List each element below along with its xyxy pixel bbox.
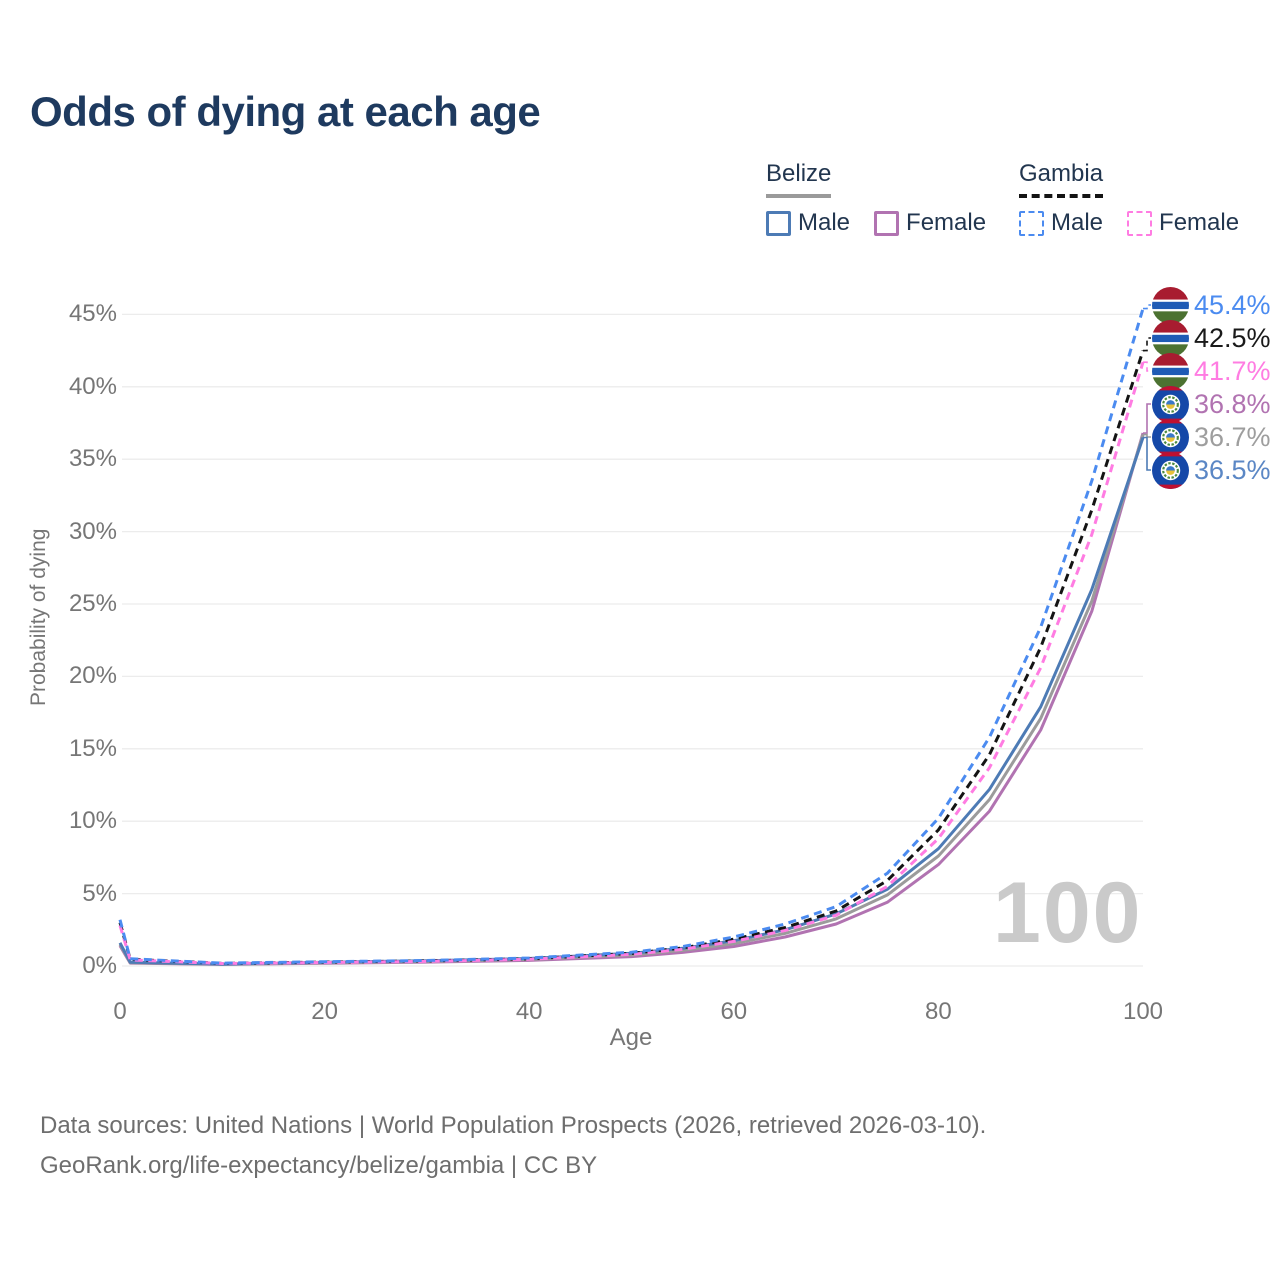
legend-country-belize[interactable]: Belize [766,160,832,198]
end-label-connector [1143,337,1151,352]
belize-flag-icon [1152,451,1189,489]
gambia-flag-icon [1152,286,1189,324]
series-belize_male[interactable] [118,437,1145,966]
attribution-line: GeoRank.org/life-expectancy/belize/gambi… [40,1152,598,1179]
gambia-flag-icon [1152,352,1189,390]
data-source-line: Data sources: United Nations | World Pop… [40,1112,987,1139]
end-label-row-belize_female: 36.8% [1152,385,1271,423]
end-value-label: 45.4% [1194,289,1271,320]
legend-item-label: Male [798,209,851,236]
gambia-flag-icon [1152,319,1189,357]
y-axis-title: Probability of dying [27,528,50,706]
end-value-label: 36.7% [1194,421,1271,452]
end-value-label: 36.5% [1194,454,1271,485]
end-label-row-belize_all: 36.7% [1152,418,1271,456]
x-tick-label: 40 [515,998,543,1025]
x-tick-label: 100 [1122,998,1164,1025]
legend-items-gambia: Male Female [1019,209,1239,237]
y-tick-label: 20% [68,662,117,690]
legend-items-belize: Male Female [766,209,986,237]
x-tick-label: 0 [113,998,127,1025]
end-label-row-gambia_all: 42.5% [1152,319,1271,357]
series-belize_all[interactable] [118,434,1145,966]
legend-item-gambia-female[interactable]: Female [1127,209,1239,237]
series-gambia_male[interactable] [118,308,1145,965]
y-tick-label: 25% [68,590,117,617]
end-value-label: 41.7% [1194,355,1271,386]
belize-female-swatch-icon [874,210,900,236]
belize-male-swatch-icon [766,210,791,236]
y-tick-label: 30% [68,517,117,545]
end-label-connector [1143,304,1151,310]
legend-item-belize-female[interactable]: Female [874,209,986,237]
legend-group-gambia: Gambia Male Female [1019,160,1239,237]
x-tick-label: 80 [925,998,952,1025]
data-source-note: Data sources: United Nations | World Pop… [40,1106,986,1186]
series-gambia_female[interactable] [118,361,1145,965]
gambia-male-swatch-icon [1019,210,1044,236]
y-tick-label: 10% [68,807,117,835]
legend-item-gambia-male[interactable]: Male [1019,209,1103,237]
gambia-female-swatch-icon [1127,210,1153,236]
y-tick-label: 5% [82,879,117,907]
series-belize_female[interactable] [118,432,1145,966]
x-tick-label: 60 [720,998,748,1025]
legend-country-gambia[interactable]: Gambia [1019,160,1104,198]
y-tick-label: 40% [68,372,117,400]
belize-flag-icon [1152,385,1189,423]
end-value-label: 36.8% [1194,388,1271,419]
page-title: Odds of dying at each age [30,88,541,135]
end-label-row-belize_male: 36.5% [1152,451,1271,489]
legend-item-label: Male [1051,209,1104,236]
x-axis-title: Age [609,1024,653,1051]
y-tick-label: 0% [82,952,117,979]
end-value-label: 42.5% [1194,322,1271,353]
y-tick-label: 35% [68,445,117,473]
end-label-row-gambia_female: 41.7% [1152,352,1271,390]
end-label-connector [1143,436,1151,471]
watermark-age-100: 100 [993,865,1143,961]
end-label-connector [1143,361,1151,372]
legend-item-label: Female [906,209,987,236]
legend-item-belize-male[interactable]: Male [766,209,850,237]
series-gambia_all[interactable] [118,350,1145,965]
end-label-connector [1143,433,1151,438]
end-label-row-gambia_male: 45.4% [1152,286,1271,324]
x-tick-label: 20 [311,998,338,1025]
y-tick-label: 15% [68,734,117,762]
y-tick-label: 45% [68,300,117,328]
legend-item-label: Female [1159,209,1240,236]
belize-flag-icon [1152,418,1189,456]
end-label-connector [1143,403,1151,434]
legend-group-belize: Belize Male Female [766,160,986,237]
